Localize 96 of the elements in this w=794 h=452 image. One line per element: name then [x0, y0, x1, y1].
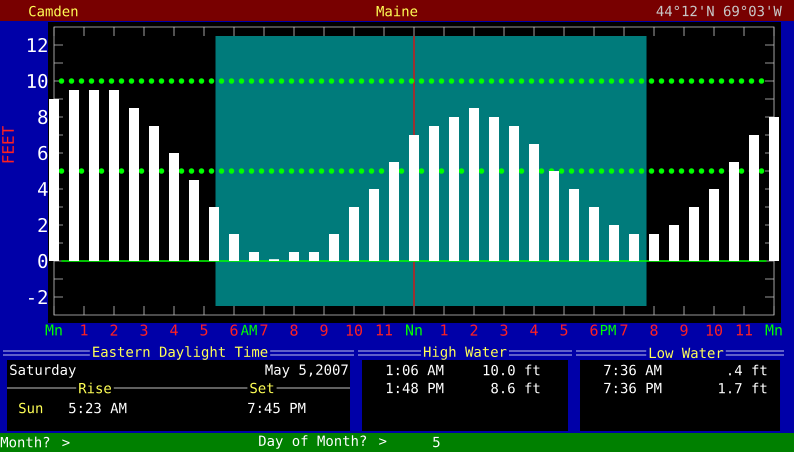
bar: [449, 116, 460, 261]
x-tick-label: 8: [650, 324, 658, 336]
bar: [389, 162, 400, 261]
x-tick-label: 3: [500, 324, 508, 336]
x-tick-label: 1: [441, 324, 448, 336]
x-tick-label: 4: [170, 324, 178, 336]
bar: [549, 170, 560, 261]
text: Eastern Daylight Time: [93, 346, 268, 360]
text: 1.7 ft: [719, 382, 766, 394]
text: PM: [600, 324, 616, 336]
bar: [309, 252, 320, 261]
bar: [409, 134, 420, 261]
bar: [509, 126, 520, 261]
y-tick-label: 0: [38, 254, 48, 268]
x-tick-label: 9: [680, 324, 688, 336]
bar: [49, 98, 59, 261]
bar: [289, 252, 300, 261]
text: 1:48 PM: [386, 382, 444, 394]
bar: [429, 126, 440, 261]
bar: [369, 188, 380, 261]
text: 7:45 PM: [248, 402, 306, 414]
text: Rise: [79, 382, 111, 394]
bar: [69, 90, 79, 261]
y-tick-label: 8: [38, 110, 48, 124]
text: Day of Month? >: [259, 435, 386, 449]
text: 7:36 PM: [604, 382, 662, 394]
bar: [149, 126, 160, 261]
bar: [589, 206, 600, 261]
y-axis-title: FEET: [2, 126, 14, 162]
y-tick-label: -2: [28, 290, 47, 304]
x-tick-label: 3: [140, 324, 148, 336]
bar: [649, 234, 660, 261]
text: 10.0 ft: [484, 364, 540, 376]
x-tick-label: 2: [470, 324, 478, 336]
bar: [469, 108, 480, 261]
bar: [169, 152, 180, 261]
text: May 5,2007: [265, 364, 348, 378]
bar: [89, 90, 99, 261]
text: 5: [433, 436, 440, 448]
y-tick-label: 4: [38, 182, 48, 196]
bar: [129, 108, 140, 261]
x-tick-label: 4: [530, 324, 538, 336]
text: 7:36 AM: [604, 364, 662, 376]
text: Low Water: [650, 348, 724, 358]
bar: [189, 180, 200, 261]
x-tick-label: Mn: [46, 324, 62, 336]
bar: [709, 188, 720, 261]
bar: [769, 116, 780, 261]
text: 1:06 AM: [386, 364, 444, 376]
bar: [209, 206, 220, 261]
bar: [629, 234, 640, 261]
text: Set: [250, 382, 274, 394]
bar: [609, 224, 620, 261]
x-tick-label: 1: [81, 324, 88, 336]
y-tick-label: 6: [38, 146, 48, 160]
bar: [349, 206, 360, 261]
text: Month? >: [0, 436, 70, 448]
text: Saturday: [10, 364, 76, 378]
text: Sun: [19, 402, 42, 414]
text: .4 ft: [729, 364, 766, 376]
x-tick-label: 10: [706, 324, 722, 336]
text: 8.6 ft: [491, 382, 540, 394]
bar: [569, 188, 580, 261]
x-tick-label: 5: [200, 324, 208, 336]
bar: [529, 144, 540, 261]
y-tick-label: 10: [28, 74, 48, 88]
text: 44°12'N 69°03'W: [656, 6, 782, 16]
bar: [729, 162, 740, 261]
bar: [669, 224, 680, 261]
bar: [249, 252, 260, 261]
x-tick-label: 11: [376, 324, 392, 336]
text: High Water: [424, 346, 506, 360]
y-tick-label: 12: [28, 38, 47, 52]
x-tick-label: 6: [590, 324, 598, 336]
chart-subtitle: Maine: [376, 6, 418, 16]
bar: [329, 234, 340, 261]
x-tick-label: Mn: [766, 324, 782, 336]
x-tick-label: 5: [560, 324, 568, 336]
x-tick-label: 8: [290, 324, 298, 336]
y-tick-label: 2: [38, 218, 47, 232]
x-tick-label: 2: [110, 324, 118, 336]
x-tick-label: 10: [346, 324, 362, 336]
x-tick-label: 7: [260, 324, 268, 336]
bar: [489, 116, 500, 261]
x-tick-label: 6: [230, 324, 238, 336]
chart-title: Camden: [29, 6, 78, 16]
bar: [749, 134, 760, 261]
x-tick-label: 11: [736, 324, 752, 336]
bar: [109, 90, 119, 261]
text: 5:23 AM: [69, 402, 126, 414]
x-tick-label: 7: [620, 324, 628, 336]
bar: [229, 234, 240, 261]
x-tick-label: Nn: [406, 324, 422, 336]
x-tick-label: 9: [320, 324, 328, 336]
bar: [689, 206, 700, 261]
text: AM: [240, 324, 257, 336]
